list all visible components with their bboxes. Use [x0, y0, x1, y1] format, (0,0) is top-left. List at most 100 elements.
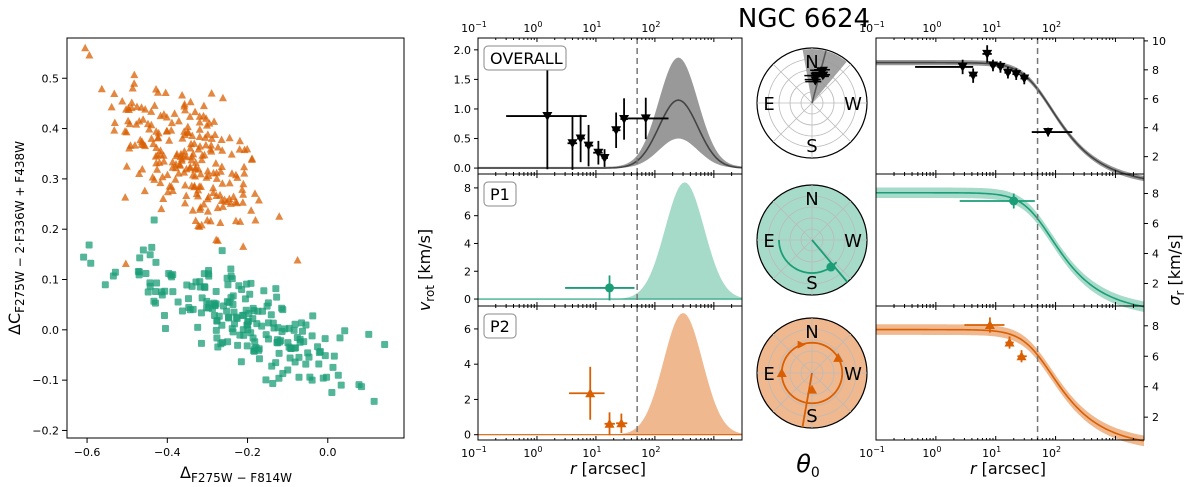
y-tick-label: 6 — [1152, 93, 1159, 106]
p2-point — [137, 103, 146, 111]
compass-w: W — [844, 364, 862, 385]
p2-point — [149, 139, 158, 148]
p1-point — [160, 312, 168, 320]
p1-point — [184, 295, 192, 303]
p2-point — [225, 178, 234, 187]
y-tick-label: 2 — [1152, 411, 1159, 424]
p2-point — [137, 140, 146, 148]
polar-panel-overall: N S E W — [756, 47, 868, 159]
p2-point — [207, 147, 216, 155]
p1-point — [284, 366, 292, 374]
polar-panel-p2: N S E W — [756, 317, 868, 429]
data-point — [984, 320, 995, 330]
x-tick-label: −0.4 — [154, 446, 181, 459]
p2-point — [156, 146, 165, 154]
y-tick-label: 6 — [1152, 350, 1159, 363]
p2-point — [188, 206, 197, 214]
polar-grid-spoke — [772, 333, 813, 374]
p1-point — [273, 293, 281, 301]
p1-point — [178, 307, 186, 315]
sigma-model-line — [875, 61, 1145, 180]
p2-point — [153, 133, 162, 142]
p2-point — [218, 179, 227, 187]
p1-point — [240, 331, 248, 339]
p2-point — [195, 125, 204, 133]
vrot-model-fill — [478, 182, 742, 300]
compass-e: E — [763, 231, 774, 252]
chromosome-map-ticks: −0.6 −0.4 −0.2 0.0 −0.2 −0.1 0.0 0.1 0.2 0.3 0.4 0.… — [32, 72, 336, 459]
y-tick-label: 0.2 — [42, 223, 60, 236]
y-tick-label: 4 — [464, 358, 471, 371]
p1-point — [188, 282, 196, 290]
top-tick-label: 102 — [641, 20, 660, 35]
data-point — [599, 154, 610, 164]
data-point — [611, 126, 622, 136]
data-point — [957, 62, 968, 72]
vrot-model-line — [478, 99, 743, 169]
p2-point — [154, 88, 163, 96]
p1-point — [302, 321, 310, 329]
p1-point — [225, 299, 233, 307]
p2-point — [162, 112, 171, 121]
p2-point — [122, 162, 131, 170]
chromosome-map-points — [80, 43, 389, 405]
p2-point — [180, 147, 189, 155]
p2-point — [168, 186, 177, 195]
p1-point — [229, 328, 237, 336]
p1-point — [197, 309, 205, 317]
panel-label-box — [483, 45, 567, 71]
p1-point — [285, 324, 293, 332]
sigma-model-line — [875, 191, 1145, 308]
p1-point — [142, 270, 150, 278]
y-tick-label: 0 — [464, 429, 471, 442]
polar-grid-spoke — [772, 239, 813, 280]
p1-point — [275, 349, 283, 357]
tick-exponent: 1 — [996, 20, 1001, 29]
sigma-panel-frame — [875, 305, 1145, 441]
p2-point — [158, 172, 167, 181]
p2-point — [110, 126, 119, 134]
p2-point — [194, 191, 203, 200]
p2-point — [130, 141, 139, 149]
p2-point — [177, 154, 186, 163]
p1-point — [205, 304, 213, 312]
data-point — [567, 139, 578, 149]
sigma-axis-label: σr [km/s] — [1165, 234, 1187, 305]
data-point — [593, 148, 604, 158]
data-point — [619, 115, 630, 125]
vrot-model-fill — [478, 313, 742, 435]
p1-point — [309, 312, 317, 320]
p1-point — [272, 285, 280, 293]
p2-point — [197, 155, 206, 164]
chromosome-map-chart: −0.6 −0.4 −0.2 0.0 −0.2 −0.1 0.0 0.1 0.2 0.3 0.4 0.… — [5, 37, 405, 485]
p1-point — [230, 308, 238, 316]
p2-point — [190, 182, 199, 191]
p2-point — [121, 193, 130, 201]
p2-point — [153, 165, 162, 173]
p2-point — [212, 168, 221, 177]
p2-point — [150, 101, 159, 109]
p2-point — [209, 183, 218, 192]
data-point — [575, 134, 586, 144]
p1-point — [152, 258, 160, 266]
p1-point — [250, 347, 258, 355]
polar-grid-spoke — [772, 63, 813, 104]
y-tick-label: 2 — [1152, 151, 1159, 164]
p1-point — [328, 388, 336, 396]
x-tick-label: −0.2 — [234, 446, 261, 459]
p1-point — [101, 281, 109, 289]
top-tick-label: 10−1 — [461, 20, 487, 35]
p2-point — [130, 70, 139, 79]
p1-point — [157, 288, 165, 296]
p2-point — [180, 102, 189, 110]
p2-point — [156, 111, 165, 120]
data-point — [542, 112, 553, 122]
p2-point — [195, 132, 204, 140]
p1-point — [150, 297, 158, 305]
polar-arrow — [797, 340, 806, 349]
p2-point — [195, 142, 204, 150]
p1-point — [210, 299, 218, 307]
bottom-tick-label: 100 — [922, 445, 941, 460]
p2-point — [110, 89, 119, 98]
p1-point — [200, 283, 208, 291]
